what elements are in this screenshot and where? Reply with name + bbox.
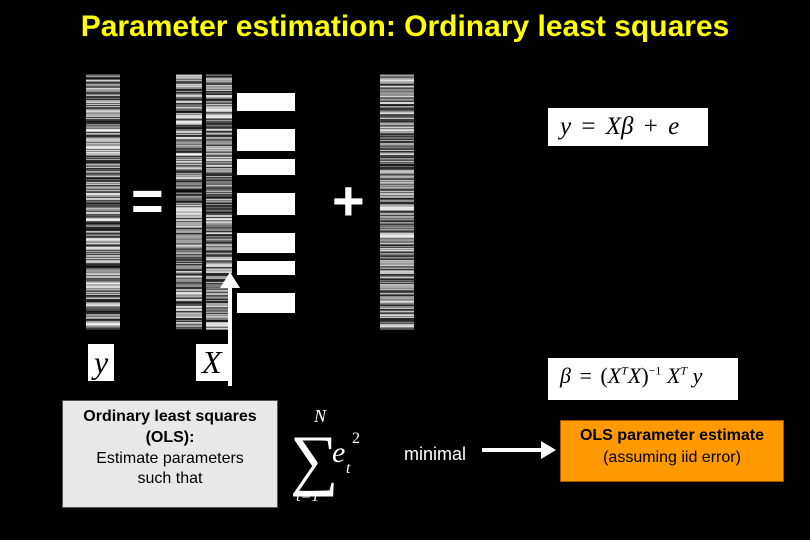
equals-operator: = (131, 168, 164, 233)
matrix-X-block (176, 74, 296, 330)
sym-eq2: = (579, 363, 591, 388)
ols-line1: Ordinary least squares (71, 407, 269, 428)
sym-close: ) (641, 363, 648, 388)
sum-sup: 2 (352, 430, 360, 448)
page-title: Parameter estimation: Ordinary least squ… (0, 0, 810, 44)
sym-open: ( (600, 363, 607, 388)
est-line1: OLS parameter estimate (567, 425, 777, 447)
design-bars (237, 75, 297, 331)
ols-line4: such that (71, 469, 269, 490)
vector-e-strip (380, 74, 414, 330)
vector-y-strip (86, 74, 120, 330)
matrix-X-design (236, 74, 296, 330)
arrow-to-X (228, 286, 232, 386)
ols-line2: (OLS): (71, 428, 269, 449)
minimal-label: minimal (404, 444, 466, 465)
label-X: X (196, 344, 228, 381)
sym-y2: y (693, 363, 703, 388)
sym-eq: = (581, 113, 595, 140)
ols-line3: Estimate parameters (71, 449, 269, 470)
sym-X: X (606, 113, 621, 140)
model-equation: y = Xβ + e (548, 108, 708, 146)
label-y: y (88, 344, 114, 381)
sym-X3: X (667, 363, 680, 388)
ols-description-box: Ordinary least squares (OLS): Estimate p… (62, 400, 278, 508)
plus-operator: + (332, 168, 365, 233)
sym-plus: + (644, 113, 658, 140)
sym-X1: X (608, 363, 621, 388)
arrow-to-estimate (482, 448, 542, 452)
sym-inv: −1 (649, 364, 662, 378)
sym-hat: ˆ (562, 349, 569, 375)
estimator-equation: ˆ β = (XTX)−1 XT y (548, 358, 738, 400)
sum-lower: t=1 (296, 488, 319, 506)
sym-e: e (668, 113, 679, 140)
sum-base: e (332, 436, 345, 470)
sym-T1: T (621, 364, 628, 378)
sym-beta: β (621, 113, 633, 140)
est-line2: (assuming iid error) (567, 447, 777, 469)
sym-X2: X (628, 363, 641, 388)
ols-estimate-box: OLS parameter estimate (assuming iid err… (560, 420, 784, 482)
sym-y: y (560, 113, 571, 140)
sym-T2: T (680, 364, 687, 378)
sum-sub: t (346, 460, 350, 478)
sum-squared-errors: N ∑ t=1 e 2 t (290, 412, 370, 502)
